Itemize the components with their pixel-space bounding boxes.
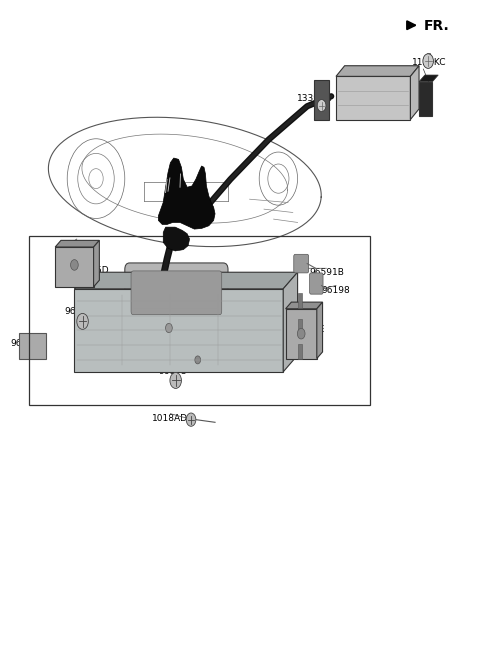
Circle shape (71, 260, 78, 270)
Text: 96554A: 96554A (10, 339, 45, 348)
Text: 1018AD: 1018AD (152, 414, 188, 423)
FancyBboxPatch shape (131, 271, 222, 315)
Text: 96560F: 96560F (54, 248, 88, 257)
Polygon shape (158, 158, 215, 229)
Circle shape (298, 328, 305, 339)
Bar (286, 309, 317, 359)
Polygon shape (336, 66, 419, 76)
Polygon shape (94, 240, 99, 287)
Polygon shape (55, 240, 99, 247)
Text: 1339CC: 1339CC (297, 94, 332, 104)
Text: FR.: FR. (423, 19, 449, 33)
Polygon shape (317, 302, 323, 359)
FancyBboxPatch shape (125, 263, 228, 323)
Circle shape (186, 413, 196, 426)
Text: 96155D: 96155D (73, 266, 109, 275)
FancyBboxPatch shape (294, 254, 309, 273)
Text: 96198: 96198 (322, 286, 350, 295)
Bar (298, 319, 302, 333)
Polygon shape (163, 227, 190, 251)
Bar (19, 333, 46, 359)
Bar (298, 344, 302, 359)
Text: 95770J: 95770J (348, 86, 380, 96)
Polygon shape (410, 66, 419, 120)
Bar (55, 247, 94, 287)
Text: 1125KC: 1125KC (412, 58, 447, 67)
Text: 96155E: 96155E (290, 325, 324, 335)
Polygon shape (283, 272, 298, 372)
Text: 96591B: 96591B (309, 268, 344, 278)
Bar (314, 80, 329, 120)
Circle shape (195, 356, 201, 364)
Bar (336, 76, 410, 120)
Circle shape (317, 100, 326, 112)
Circle shape (170, 373, 181, 388)
Bar (298, 293, 302, 308)
Circle shape (77, 313, 88, 329)
Polygon shape (419, 75, 438, 82)
Circle shape (423, 54, 433, 68)
Text: 96563F: 96563F (190, 320, 223, 329)
Text: 96173: 96173 (65, 307, 94, 317)
FancyBboxPatch shape (310, 273, 323, 294)
Bar (74, 289, 283, 372)
Polygon shape (74, 272, 298, 289)
Circle shape (166, 323, 172, 333)
Bar (29, 236, 370, 405)
Text: 96173: 96173 (158, 367, 187, 376)
Polygon shape (286, 302, 323, 309)
Bar (419, 82, 432, 116)
